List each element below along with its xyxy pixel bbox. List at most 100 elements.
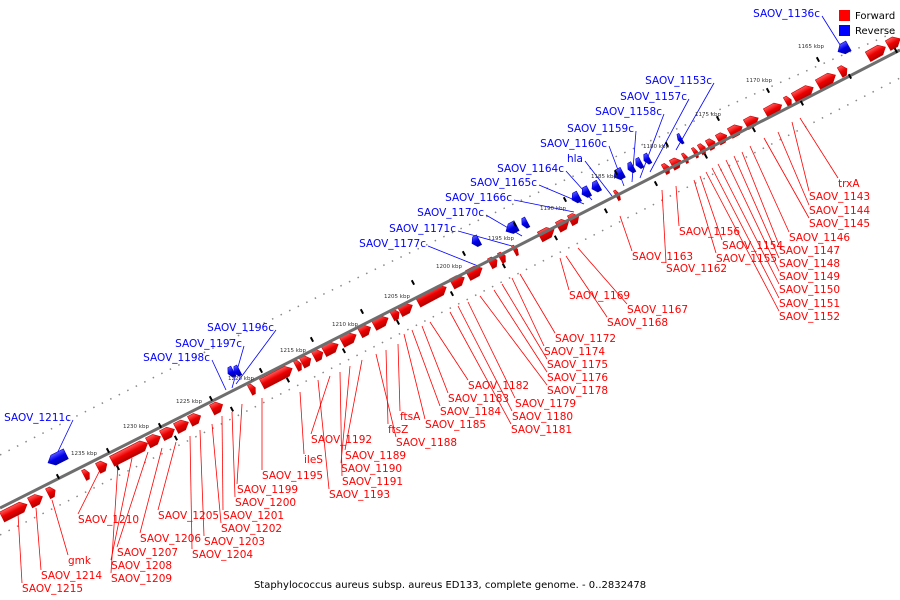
forward-gene-label: SAOV_1204	[192, 549, 253, 561]
forward-gene-label: SAOV_1208	[111, 560, 172, 572]
forward-gene-label: SAOV_1174	[544, 346, 605, 358]
leader-line	[649, 98, 690, 173]
outer-tick	[208, 395, 213, 402]
leader-line	[639, 113, 665, 179]
forward-gene-arrow	[81, 468, 90, 481]
leader-line	[221, 415, 224, 511]
reverse-gene-arrow	[471, 234, 483, 247]
leader-line	[511, 277, 545, 347]
leader-line	[403, 333, 426, 420]
forward-gene-arrow	[836, 65, 848, 78]
leader-line	[791, 121, 810, 192]
leader-line	[231, 411, 236, 498]
leader-line	[608, 145, 625, 187]
forward-gene-arrow	[884, 36, 900, 51]
forward-gene-label: SAOV_1192	[311, 434, 372, 446]
reverse-gene-label: SAOV_1166c	[445, 192, 512, 204]
forward-gene-label: SAOV_1200	[235, 497, 296, 509]
forward-gene-label: SAOV_1207	[117, 547, 178, 559]
reverse-gene-arrow	[227, 365, 237, 378]
forward-gene-arrow	[45, 486, 56, 500]
leader-line	[236, 403, 243, 485]
leader-line	[619, 215, 633, 252]
reverse-gene-label: SAOV_1153c	[645, 75, 712, 87]
inner-tick	[893, 47, 898, 54]
leader-line	[339, 371, 343, 477]
reverse-gene-label: SAOV_1211c	[4, 412, 71, 424]
leader-line	[493, 289, 548, 373]
leader-line	[385, 349, 389, 425]
forward-gene-label: SAOV_1180	[512, 411, 573, 423]
gene-labels: SAOV_1136c SAOV_1153c SAOV_1157c SAOV_1158c…	[4, 8, 870, 595]
outer-tick	[562, 196, 567, 203]
forward-gene-label: SAOV_1147	[779, 245, 840, 257]
forward-gene-arrow	[27, 494, 43, 509]
forward-gene-arrow	[814, 72, 836, 90]
reverse-gene-arrow	[505, 220, 520, 234]
tick-label: 1185 kbp	[591, 174, 617, 180]
forward-gene-label: SAOV_1210	[78, 514, 139, 526]
leader-line	[777, 131, 810, 206]
leader-line	[429, 321, 469, 381]
forward-gene-arrow	[864, 44, 886, 63]
leader-line	[457, 305, 513, 412]
leader-line	[821, 15, 843, 49]
forward-gene-label: SAOV_1193	[329, 489, 390, 501]
leader-line	[763, 137, 810, 219]
genome-caption: Staphylococcus aureus subsp. aureus ED13…	[254, 580, 646, 591]
reverse-gene-label: SAOV_1198c	[143, 352, 210, 364]
forward-gene-label: SAOV_1168	[607, 317, 668, 329]
legend-reverse-label: Reverse	[855, 26, 895, 37]
legend-forward-swatch	[839, 10, 850, 21]
forward-gene-label: ileS	[304, 454, 323, 466]
inner-tick	[553, 235, 558, 241]
forward-gene-label: SAOV_1145	[809, 218, 870, 230]
leader-line	[513, 199, 575, 213]
leader-line	[519, 273, 556, 334]
leader-line	[675, 82, 715, 151]
reverse-gene-label: hla	[567, 153, 583, 165]
reverse-gene-label: SAOV_1170c	[417, 207, 484, 219]
reverse-gene-label: SAOV_1136c	[753, 8, 820, 20]
outer-tick	[715, 115, 720, 122]
leader-line	[110, 457, 133, 561]
leader-line	[189, 435, 193, 550]
leader-line	[344, 359, 363, 451]
tick-label: 1220 kbp	[228, 376, 254, 382]
outer-tick	[359, 308, 364, 315]
tick-label: 1235 kbp	[71, 451, 97, 457]
forward-gene-label: SAOV_1181	[511, 424, 572, 436]
tick-label: 1205 kbp	[384, 294, 410, 300]
forward-gene-label: SAOV_1146	[789, 232, 850, 244]
outer-tick	[157, 422, 162, 429]
reverse-gene-arrow	[571, 190, 583, 204]
leader-line	[211, 423, 222, 524]
forward-gene-arrow	[187, 413, 202, 427]
leader-line	[559, 257, 570, 291]
leader-line	[110, 463, 119, 574]
outer-tick	[815, 56, 820, 63]
leader-line	[421, 325, 449, 394]
inner-tick	[341, 348, 346, 354]
reverse-gene-arrow	[613, 167, 626, 181]
tick-label: 1175 kbp	[695, 112, 721, 118]
reverse-gene-arrow	[837, 40, 852, 55]
tick-label: 1190 kbp	[540, 206, 566, 212]
reverse-gene-label: SAOV_1177c	[359, 238, 426, 250]
tick-label: 1225 kbp	[176, 399, 202, 405]
forward-gene-label: SAOV_1179	[515, 398, 576, 410]
leader-line	[457, 230, 513, 247]
forward-gene-arrow	[95, 460, 108, 474]
reverse-gene-arrow	[581, 185, 593, 198]
tick-labels: 1165 kbp 1170 kbp 1175 kbp 1180 kbp 1185 kbp…	[71, 44, 824, 457]
leader-line	[235, 329, 277, 385]
forward-gene-label: SAOV_1151	[779, 298, 840, 310]
outer-tick	[461, 250, 466, 257]
reverse-gene-label: SAOV_1164c	[497, 163, 564, 175]
forward-gene-label: SAOV_1144	[809, 205, 870, 217]
inner-tick	[751, 127, 756, 133]
leader-line	[397, 343, 401, 412]
reverse-gene-label: SAOV_1160c	[540, 138, 607, 150]
inner-tick	[449, 290, 454, 297]
leader-line	[733, 155, 780, 259]
